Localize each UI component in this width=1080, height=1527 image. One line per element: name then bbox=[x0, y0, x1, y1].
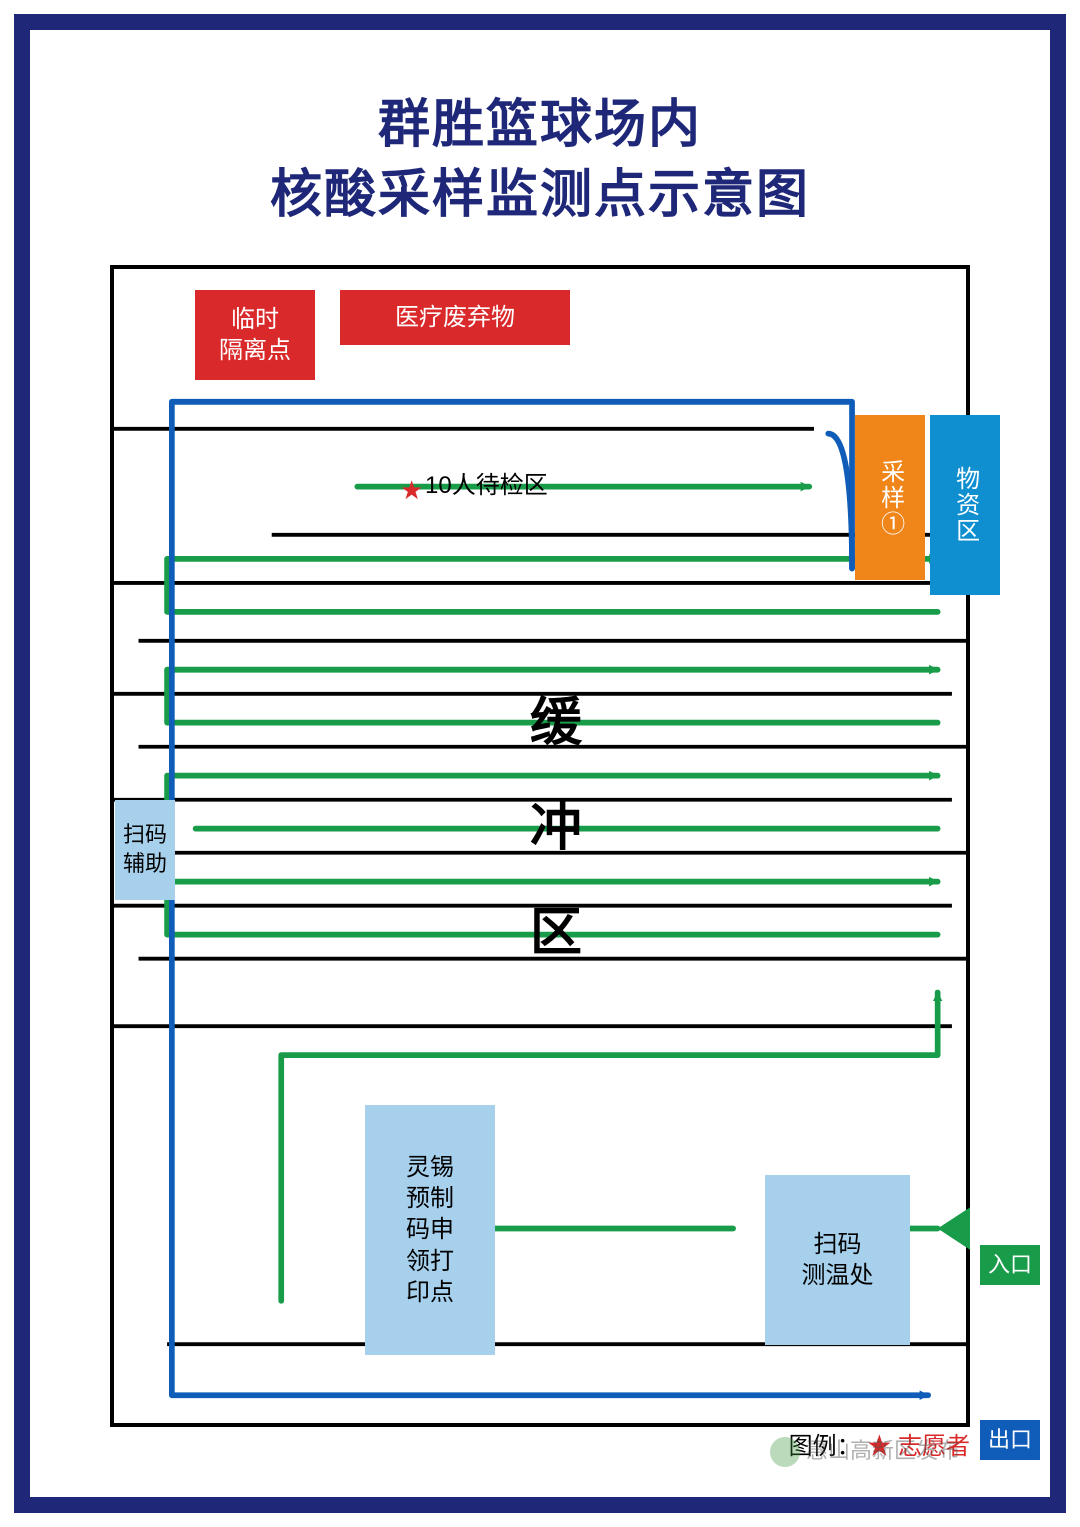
scan_temp-box: 扫码 测温处 bbox=[765, 1175, 910, 1345]
entry-box: 入口 bbox=[980, 1245, 1040, 1285]
corner-notch bbox=[32, 32, 68, 68]
boxes-layer: ★ 10人待检区 缓 冲 区 临时 隔离点医疗废弃物采样①物资区扫码 辅助灵锡 … bbox=[110, 265, 970, 1427]
buffer-zone-char: 冲 bbox=[530, 785, 586, 860]
star-icon: ★ bbox=[400, 475, 423, 506]
exit-box: 出口 bbox=[980, 1420, 1040, 1460]
watermark: 惠山高新区发布 bbox=[770, 1433, 960, 1467]
buffer-zone-char: 区 bbox=[530, 890, 586, 965]
scan_assist-box: 扫码 辅助 bbox=[115, 800, 175, 900]
title-line1: 群胜篮球场内 bbox=[30, 90, 1050, 160]
corner-notch bbox=[32, 1459, 68, 1495]
watermark-text: 惠山高新区发布 bbox=[806, 1438, 960, 1463]
page-title: 群胜篮球场内 核酸采样监测点示意图 bbox=[30, 90, 1050, 230]
outer-border: 群胜篮球场内 核酸采样监测点示意图 ★ 10人待检区 缓 冲 区 临时 隔离点医… bbox=[14, 14, 1066, 1513]
title-line2: 核酸采样监测点示意图 bbox=[30, 160, 1050, 230]
print_point-box: 灵锡 预制 码申 领打 印点 bbox=[365, 1105, 495, 1355]
med_waste-box: 医疗废弃物 bbox=[340, 290, 570, 345]
waiting-area-label: 10人待检区 bbox=[425, 465, 548, 500]
isolation-box: 临时 隔离点 bbox=[195, 290, 315, 380]
page: 群胜篮球场内 核酸采样监测点示意图 ★ 10人待检区 缓 冲 区 临时 隔离点医… bbox=[0, 0, 1080, 1527]
buffer-zone-char: 缓 bbox=[530, 680, 586, 755]
sampling-box: 采样① bbox=[855, 415, 925, 580]
corner-notch bbox=[1012, 1459, 1048, 1495]
wechat-icon bbox=[770, 1437, 800, 1467]
corner-notch bbox=[1012, 32, 1048, 68]
supply-box: 物资区 bbox=[930, 415, 1000, 595]
